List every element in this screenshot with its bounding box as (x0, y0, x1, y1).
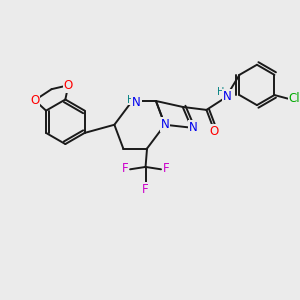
Text: H: H (127, 94, 134, 104)
Text: Cl: Cl (289, 92, 300, 105)
Text: N: N (223, 90, 232, 103)
Text: F: F (122, 162, 128, 175)
Text: O: O (30, 94, 39, 107)
Text: O: O (210, 125, 219, 138)
Text: O: O (64, 79, 73, 92)
Text: H: H (217, 87, 224, 97)
Text: N: N (132, 96, 141, 109)
Text: F: F (163, 162, 170, 175)
Text: F: F (142, 183, 149, 196)
Text: N: N (160, 118, 169, 131)
Text: N: N (189, 121, 197, 134)
